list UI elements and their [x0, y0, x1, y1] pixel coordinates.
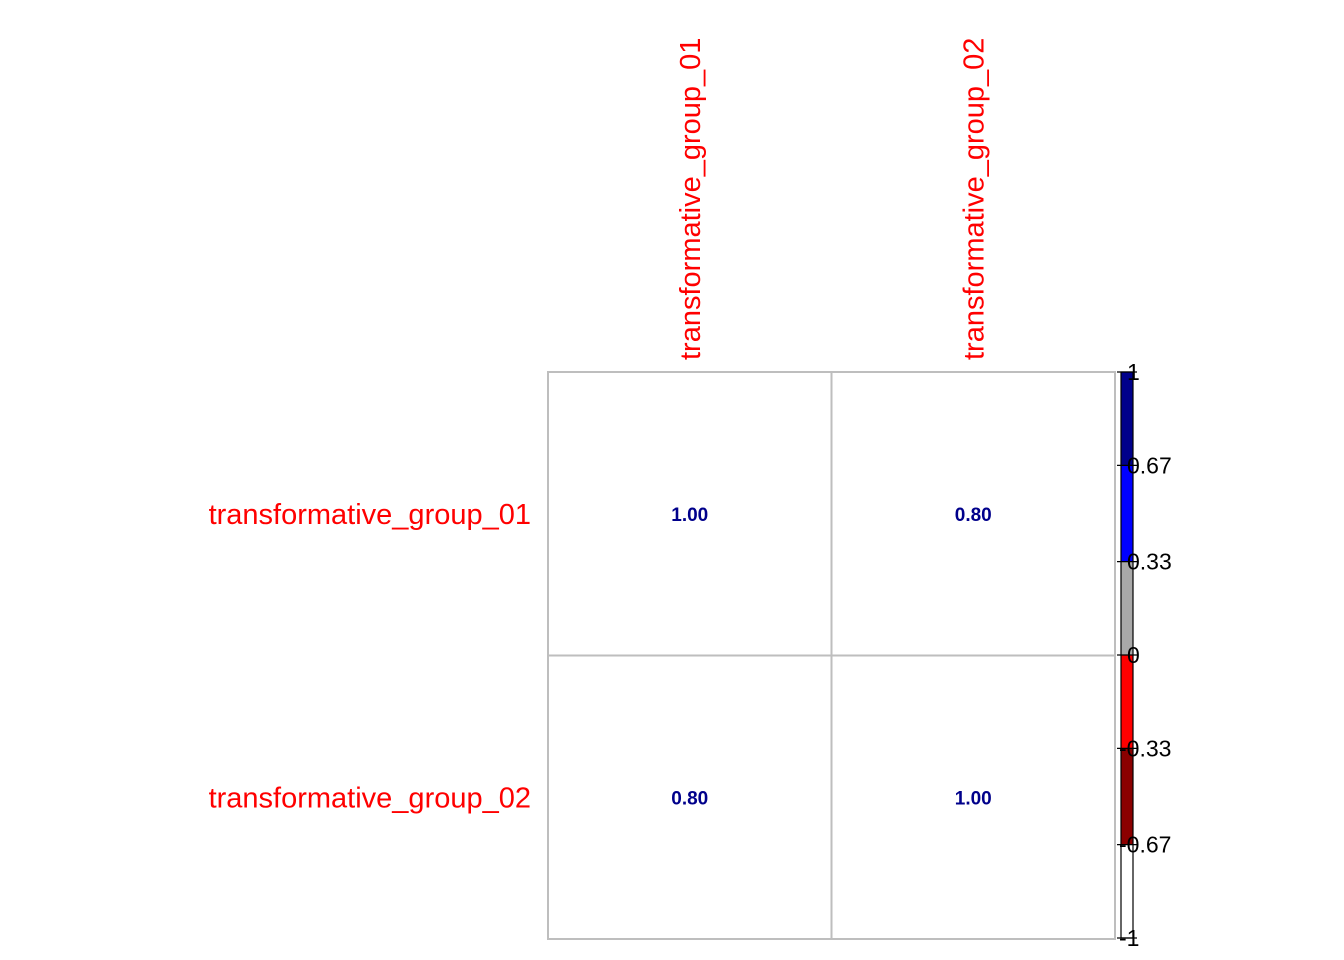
- colorbar-tick-label: -0.33: [1119, 735, 1171, 761]
- colorbar-band: [1121, 372, 1133, 466]
- colorbar-band: [1121, 655, 1133, 749]
- cell-value-label: 0.80: [671, 788, 708, 809]
- colorbar-tick-label: -0.67: [1119, 832, 1171, 858]
- heatmap-cells: [547, 371, 1116, 940]
- colorbar-tick-label: 0.33: [1127, 549, 1172, 575]
- column-label: transformative_group_01: [675, 38, 707, 360]
- colorbar-tick-label: -1: [1119, 925, 1139, 951]
- heatmap-cell: [830, 654, 1116, 940]
- heatmap-cell: [830, 371, 1116, 657]
- colorbar-tick-label: 0.67: [1127, 452, 1172, 478]
- column-labels: transformative_group_01 transformative_gr…: [675, 38, 991, 360]
- colorbar-band: [1121, 748, 1133, 845]
- cell-value-label: 0.80: [955, 505, 992, 526]
- row-label: transformative_group_01: [209, 499, 531, 531]
- heatmap-cell: [547, 654, 833, 940]
- colorbar: 1 0.67 0.33 0 -0.33 -0.67 -1: [1117, 359, 1172, 951]
- colorbar-band: [1121, 561, 1133, 655]
- colorbar-band: [1121, 465, 1133, 562]
- heatmap-value-labels: 1.00 0.80 0.80 1.00: [671, 505, 991, 810]
- colorbar-tick-label: 1: [1127, 359, 1140, 385]
- column-label: transformative_group_02: [958, 38, 990, 360]
- colorbar-tick-label: 0: [1127, 642, 1140, 668]
- cell-value-label: 1.00: [955, 788, 992, 809]
- colorbar-band: [1121, 844, 1133, 938]
- row-label: transformative_group_02: [209, 782, 531, 814]
- heatmap-cell: [547, 371, 833, 657]
- row-labels: transformative_group_01 transformative_gr…: [209, 499, 531, 815]
- cell-value-label: 1.00: [671, 505, 708, 526]
